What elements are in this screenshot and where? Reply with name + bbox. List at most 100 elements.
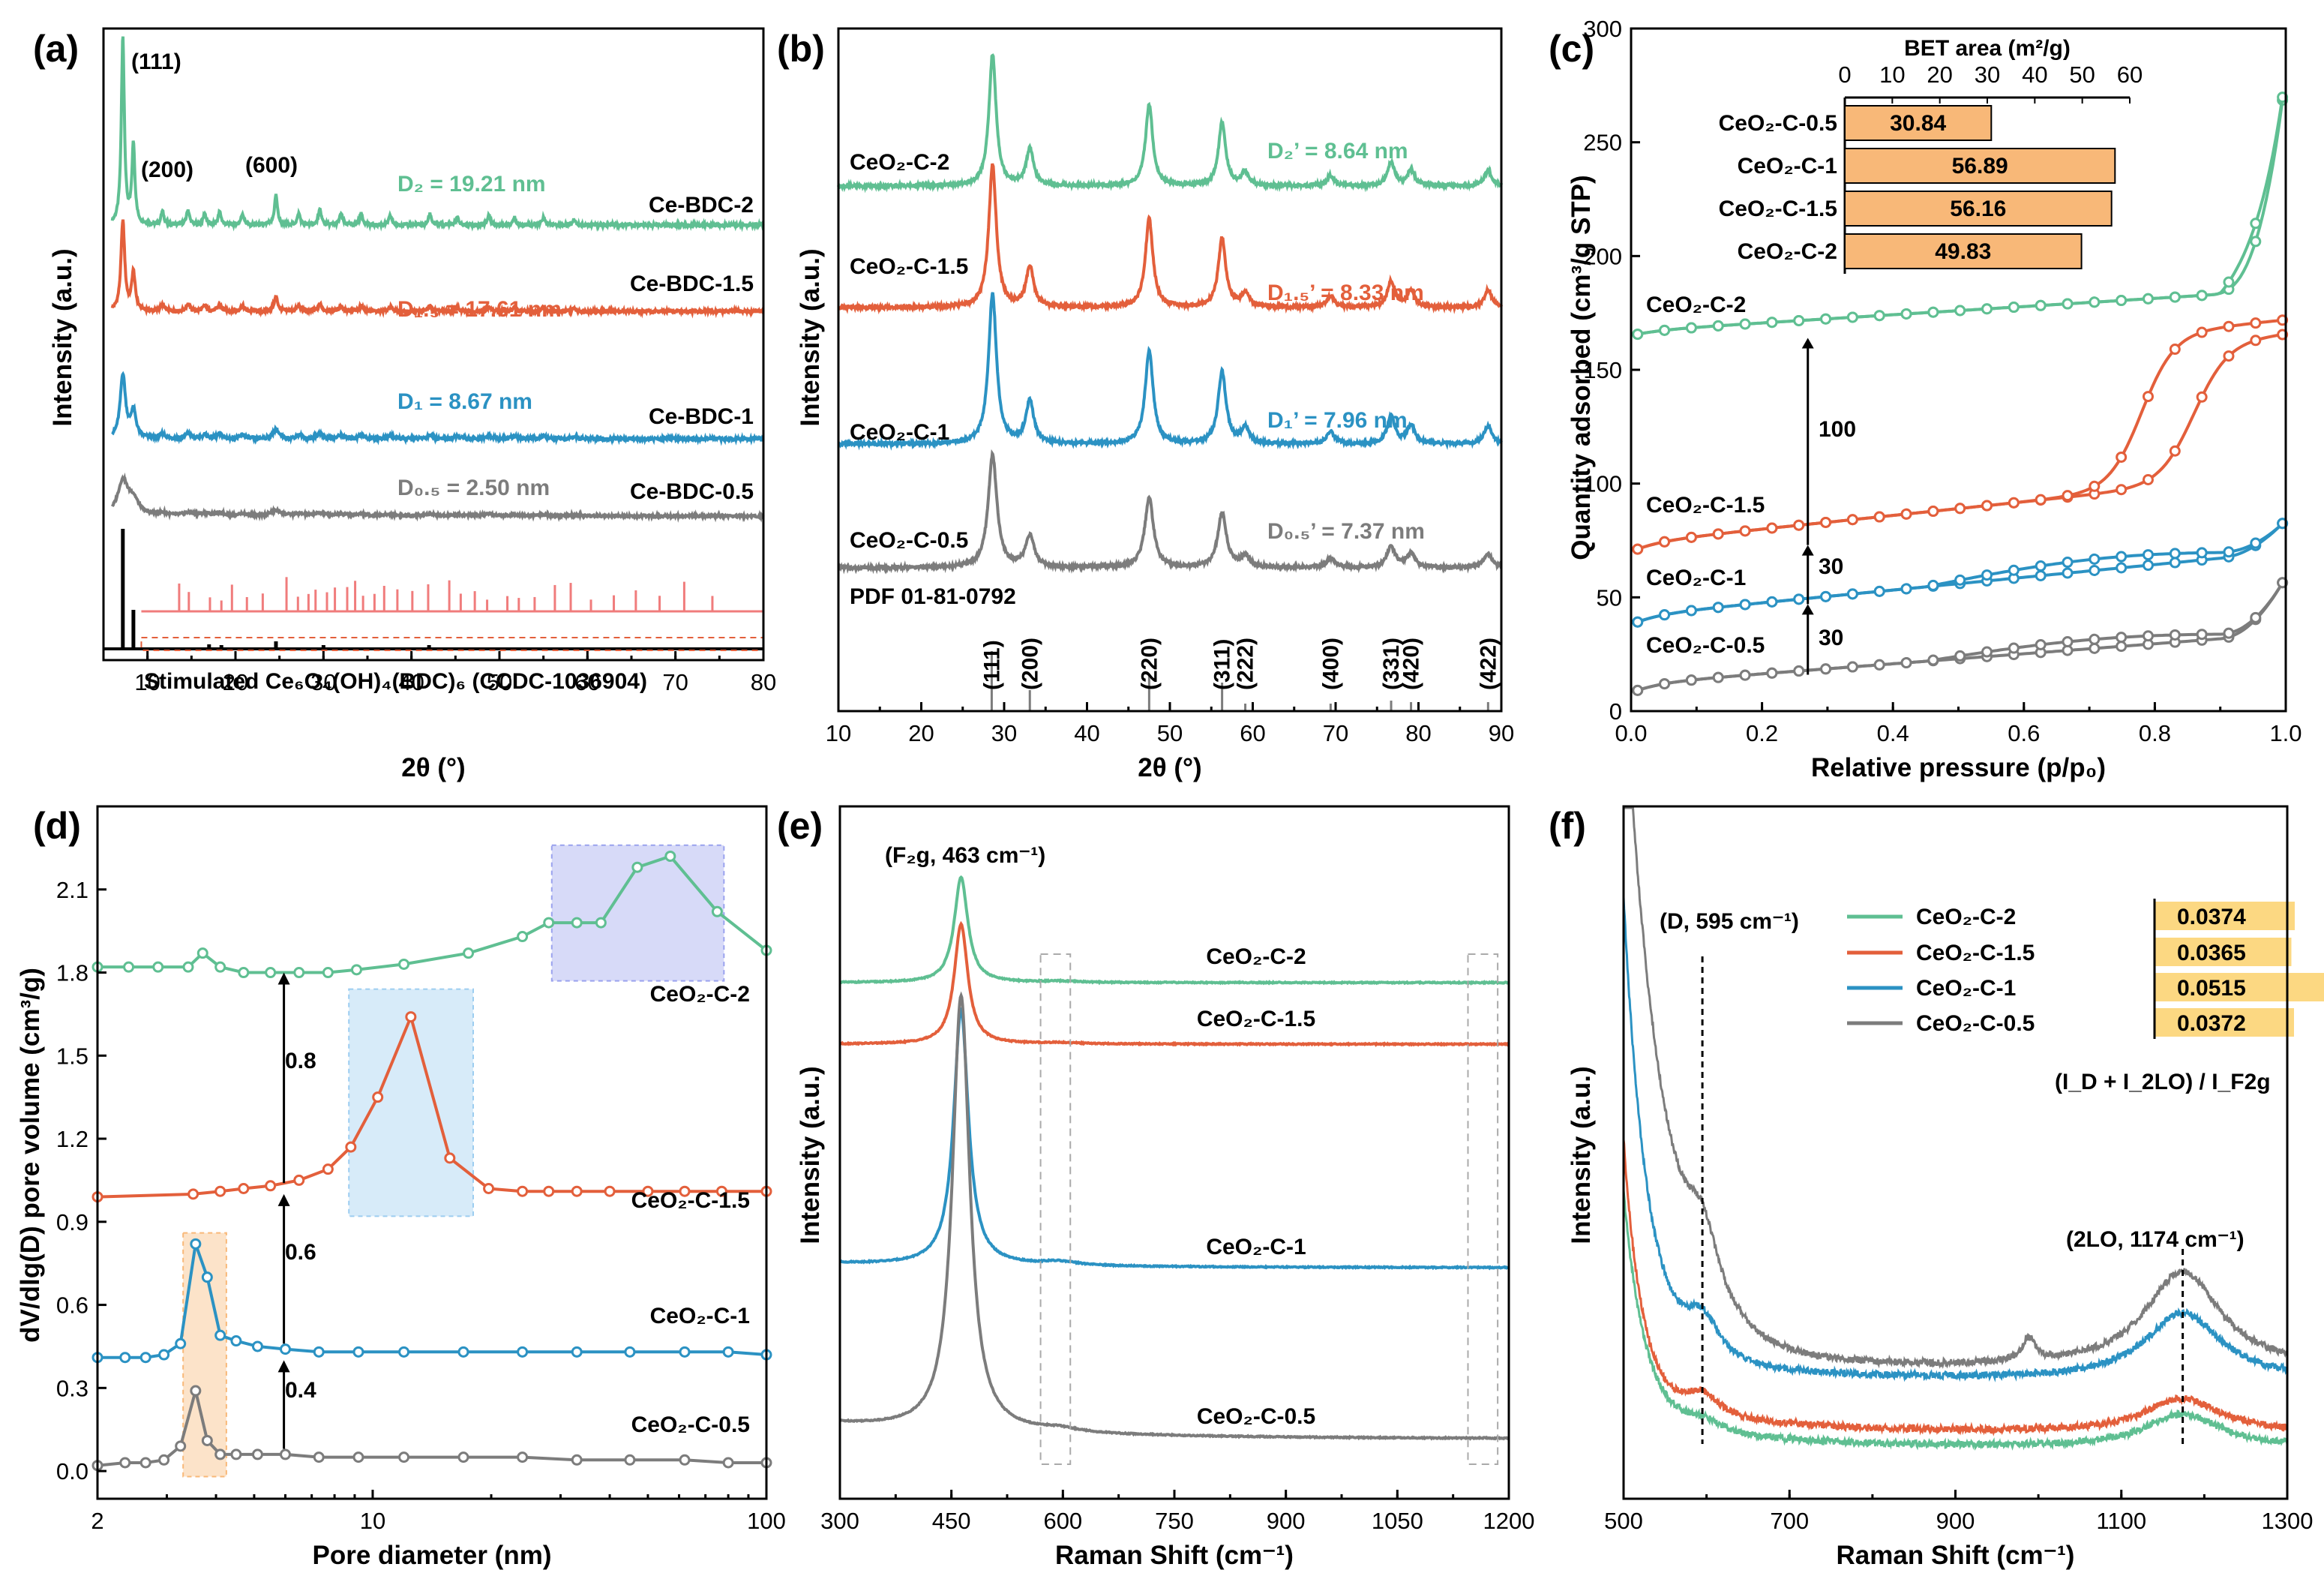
reference-hkl-(200): (200) — [1018, 638, 1042, 690]
series-marker-CeO₂-C-1 — [398, 1346, 410, 1358]
series-marker-CeO₂-C-1 — [280, 1343, 292, 1355]
crystallite-label-Ce-BDC-1: D₁ = 8.67 nm — [397, 389, 532, 414]
series-marker-CeO₂-C-2 — [2116, 295, 2128, 307]
y-tick-label-d: 0.6 — [56, 1292, 88, 1319]
series-marker-CeO₂-C-1 — [230, 1335, 242, 1347]
series-marker-CeO₂-C-1 — [119, 1352, 131, 1364]
series-label-CeO₂-C-0.5: CeO₂-C-0.5 — [850, 528, 968, 553]
series-marker-CeO₂-C-1.5 — [1685, 531, 1697, 543]
x-tick-label-c: 0.0 — [1615, 720, 1647, 746]
series-marker-CeO₂-C-1 — [2250, 537, 2262, 549]
inset-category-label-CeO₂-C-0.5: CeO₂-C-0.5 — [1719, 111, 1837, 136]
x-tick-label-b: 40 — [1074, 720, 1099, 746]
series-marker-CeO₂-C-1 — [190, 1238, 202, 1250]
series-marker-CeO₂-C-0.5 — [2142, 630, 2154, 642]
series-marker-CeO₂-C-2 — [2008, 302, 2020, 314]
series-marker-CeO₂-C-1.5 — [2223, 350, 2235, 362]
series-marker-CeO₂-C-1.5 — [2008, 497, 2020, 509]
x-tick-label-c: 0.4 — [1877, 720, 1909, 746]
series-marker-CeO₂-C-1 — [2142, 549, 2154, 561]
series-marker-CeO₂-C-0.5 — [1659, 678, 1671, 690]
series-marker-CeO₂-C-1 — [139, 1352, 151, 1364]
series-marker-CeO₂-C-1.5 — [1739, 525, 1751, 537]
panel-label-f: (f) — [1549, 805, 1586, 847]
series-marker-CeO₂-C-1.5 — [543, 1185, 555, 1197]
series-marker-CeO₂-C-0.5 — [1685, 674, 1697, 686]
series-marker-CeO₂-C-2 — [196, 947, 208, 959]
series-marker-CeO₂-C-0.5 — [2169, 629, 2181, 641]
reference-hkl-(311): (311) — [1210, 639, 1235, 690]
series-marker-CeO₂-C-1 — [2169, 557, 2181, 569]
series-marker-CeO₂-C-0.5 — [313, 1451, 325, 1463]
series-marker-CeO₂-C-0.5 — [158, 1454, 170, 1466]
series-marker-CeO₂-C-1 — [517, 1346, 529, 1358]
panel-a-xrd-ce-bdc: (111) (200) (600) D₂ = 19.21 nm Ce-BDC-2 D₁.₅… — [33, 27, 776, 782]
x-tick-label-b: 50 — [1157, 720, 1183, 746]
y-tick-label-d: 0.3 — [56, 1375, 88, 1401]
series-marker-CeO₂-C-1 — [1820, 590, 1832, 602]
x-tick-label-a: 50 — [487, 669, 512, 695]
series-marker-CeO₂-C-1 — [1685, 605, 1697, 617]
series-line-Ce-BDC-0.5 — [110, 472, 765, 523]
series-marker-CeO₂-C-0.5 — [251, 1448, 263, 1460]
series-marker-CeO₂-C-1.5 — [2116, 451, 2128, 463]
y-axis-label-f: Intensity (a.u.) — [1567, 1066, 1596, 1244]
series-marker-CeO₂-C-1.5 — [1981, 500, 1993, 512]
series-label-CeO₂-C-1.5: CeO₂-C-1.5 — [850, 254, 968, 279]
series-label-CeO₂-C-2: CeO₂-C-2 — [850, 150, 949, 175]
ratio-axis-label: (I_D + I_2LO) / I_F2g — [2055, 1070, 2271, 1094]
series-marker-CeO₂-C-1 — [201, 1271, 213, 1283]
inset-category-label-CeO₂-C-1: CeO₂-C-1 — [1738, 154, 1837, 179]
series-marker-CeO₂-C-1.5 — [238, 1182, 250, 1194]
y-tick-label-c: 0 — [1609, 698, 1622, 725]
inset-x-tick-label: 30 — [1975, 62, 2000, 88]
series-label-CeO₂-C-2: CeO₂-C-2 — [1206, 944, 1306, 969]
series-marker-CeO₂-C-1 — [2035, 569, 2047, 581]
x-tick-label-a: 70 — [662, 669, 688, 695]
offset-label: 0.6 — [285, 1240, 316, 1265]
reference-hkl-(400): (400) — [1318, 638, 1343, 690]
ratio-value-CeO₂-C-2: 0.0374 — [2177, 905, 2246, 929]
series-marker-CeO₂-C-2 — [463, 947, 475, 959]
y-tick-label-c: 300 — [1583, 16, 1622, 42]
series-line-CeO₂-C-1.5 — [837, 163, 1503, 315]
series-marker-CeO₂-C-1.5 — [1873, 511, 1885, 523]
series-marker-CeO₂-C-1 — [2169, 548, 2181, 560]
y-axis-label-d: dV/dlg(D) pore volume (cm³/g) — [16, 968, 45, 1343]
reference-hkl-(331): (331) — [1379, 638, 1404, 690]
series-marker-CeO₂-C-2 — [571, 917, 583, 929]
series-marker-CeO₂-C-1.5 — [2089, 480, 2101, 492]
inset-title: BET area (m²/g) — [1904, 36, 2071, 61]
series-marker-CeO₂-C-0.5 — [1900, 657, 1912, 669]
inset-category-label-CeO₂-C-2: CeO₂-C-2 — [1738, 239, 1837, 264]
y-tick-label-d: 0.9 — [56, 1209, 88, 1235]
x-tick-label-f: 500 — [1604, 1508, 1643, 1534]
series-marker-CeO₂-C-2 — [1873, 310, 1885, 322]
ratio-bar-CeO₂-C-0.5 — [2155, 1008, 2294, 1037]
inset-x-tick-label: 0 — [1838, 62, 1851, 88]
series-marker-CeO₂-C-1 — [1739, 599, 1751, 611]
reference-zoom-box — [140, 637, 765, 651]
series-marker-CeO₂-C-2 — [152, 961, 164, 973]
series-marker-CeO₂-C-2 — [1685, 322, 1697, 334]
series-marker-CeO₂-C-1 — [1766, 596, 1778, 608]
peak-label-111: (111) — [131, 50, 181, 74]
reference-hkl-(222): (222) — [1234, 638, 1258, 690]
series-line-CeO₂-C-2 — [837, 53, 1503, 194]
y-axis-label-b: Intensity (a.u.) — [796, 248, 825, 426]
y-axis-label-e: Intensity (a.u.) — [796, 1066, 825, 1244]
series-label-CeO₂-C-1: CeO₂-C-1 — [850, 420, 949, 445]
x-tick-label-e: 1050 — [1372, 1508, 1423, 1534]
x-tick-label-e: 450 — [932, 1508, 971, 1534]
series-marker-CeO₂-C-1.5 — [2250, 335, 2262, 347]
series-line-CeO₂-C-2 — [838, 875, 1510, 986]
series-marker-CeO₂-C-1 — [251, 1340, 263, 1352]
x-tick-label-b: 90 — [1489, 720, 1514, 746]
series-marker-CeO₂-C-0.5 — [2116, 632, 2128, 644]
series-marker-CeO₂-C-1.5 — [2062, 490, 2074, 502]
x-axis-label-a: 2θ (°) — [401, 753, 465, 782]
x-tick-label-f: 1300 — [2262, 1508, 2314, 1534]
series-marker-CeO₂-C-1.5 — [2250, 317, 2262, 329]
reference-label: PDF 01-81-0792 — [850, 584, 1016, 609]
